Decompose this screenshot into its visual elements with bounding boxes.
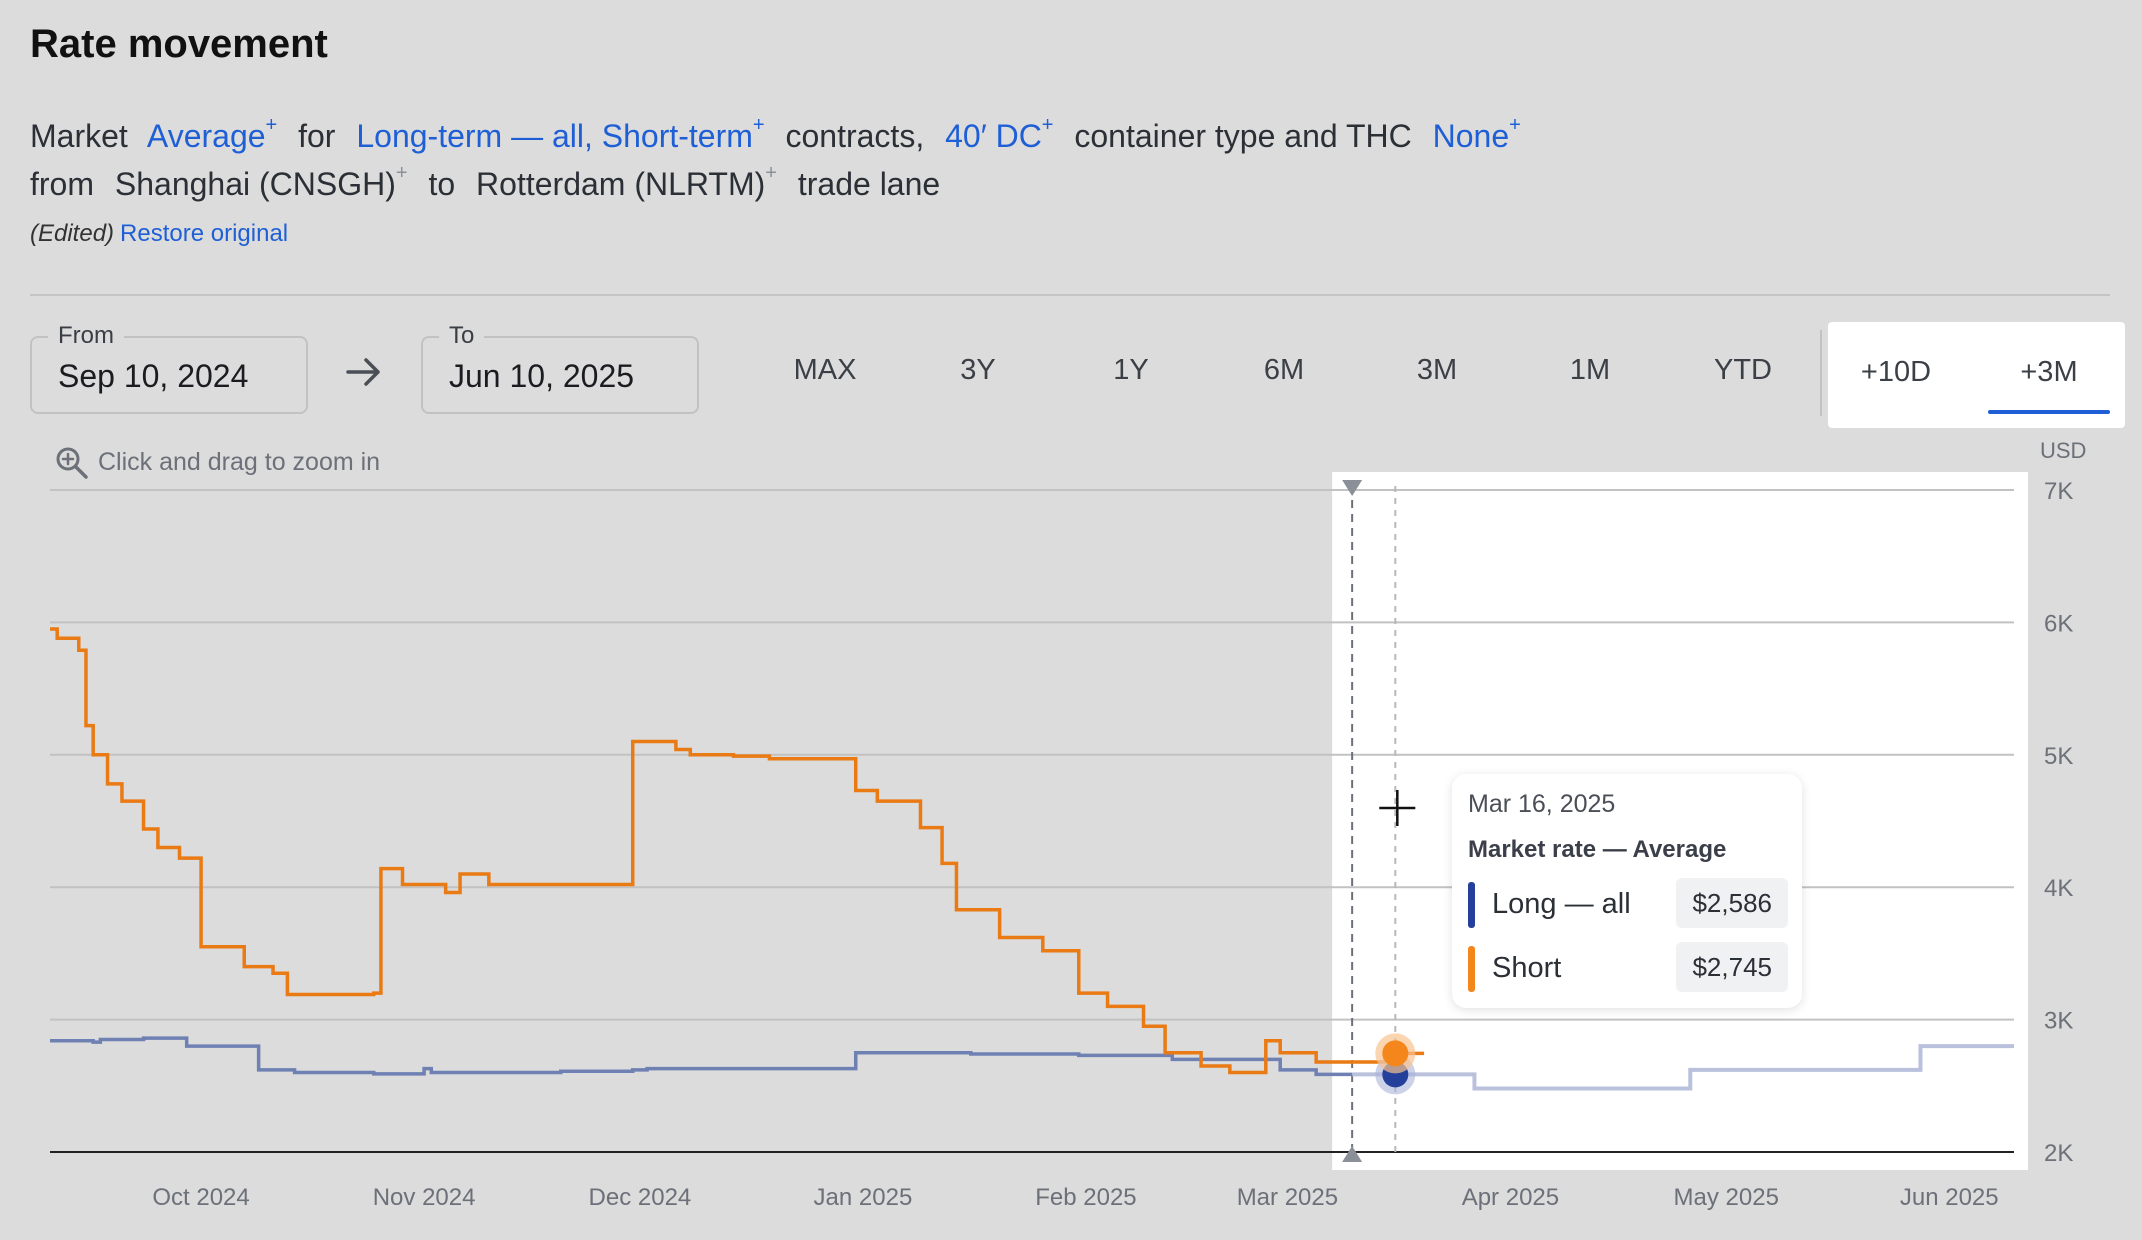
range-button-ytd[interactable]: YTD — [1714, 354, 1772, 386]
y-tick-label: 5K — [2044, 743, 2073, 770]
boundary-top-triangle — [1342, 480, 1363, 496]
arrow-right-icon — [346, 358, 380, 386]
range-button-max[interactable]: MAX — [793, 354, 857, 386]
description-line-2: from Shanghai (CNSGH)+ to Rotterdam (NLR… — [30, 162, 941, 203]
container-word: container type and THC — [1074, 118, 1412, 154]
y-tick-label: 3K — [2044, 1008, 2073, 1035]
destination-selector[interactable]: Rotterdam (NLRTM)+ — [476, 162, 777, 202]
divider — [30, 294, 2110, 296]
tooltip-row-short: Short $2,745 — [1468, 942, 1788, 992]
short-marker — [1382, 1040, 1409, 1067]
thc-selector[interactable]: None+ — [1432, 114, 1521, 154]
x-tick-label: Jan 2025 — [814, 1184, 913, 1211]
description-line-1: Market Average+ for Long-term — all, Sho… — [30, 114, 1521, 155]
from-label: From — [48, 322, 124, 350]
x-tick-label: Oct 2024 — [152, 1184, 249, 1211]
range-button-6m[interactable]: 6M — [1263, 354, 1305, 386]
series-long-projection — [1352, 1044, 2014, 1091]
range-separator — [1820, 330, 1822, 416]
restore-original-link[interactable]: Restore original — [120, 220, 289, 247]
x-tick-label: Mar 2025 — [1237, 1184, 1338, 1211]
boundary-bottom-triangle — [1342, 1146, 1363, 1162]
tooltip-long-value: $2,586 — [1676, 878, 1788, 928]
zoom-in-icon — [56, 447, 88, 479]
for-word: for — [298, 118, 336, 154]
long-swatch — [1468, 882, 1475, 928]
crosshair-cursor — [1379, 790, 1416, 826]
contracts-word: contracts, — [785, 118, 925, 154]
extension-button-3m[interactable]: +3M — [2020, 356, 2078, 388]
tooltip-long-name: Long — all — [1492, 888, 1631, 920]
short-swatch — [1468, 946, 1475, 992]
edit-state: (Edited) Restore original — [30, 220, 288, 248]
hover-tooltip: Mar 16, 2025 Market rate — Average Long … — [1452, 774, 1802, 1008]
tooltip-title: Market rate — Average — [1468, 836, 1727, 863]
lane-word: trade lane — [797, 166, 941, 202]
x-tick-label: May 2025 — [1674, 1184, 1779, 1211]
edited-label: (Edited) — [30, 220, 115, 247]
tooltip-short-name: Short — [1492, 952, 1562, 984]
zoom-hint: Click and drag to zoom in — [98, 448, 381, 476]
x-tick-label: Apr 2025 — [1462, 1184, 1559, 1211]
range-button-1y[interactable]: 1Y — [1113, 354, 1149, 386]
tooltip-short-value: $2,745 — [1676, 942, 1788, 992]
x-tick-label: Jun 2025 — [1900, 1184, 1999, 1211]
y-tick-label: 6K — [2044, 610, 2073, 637]
x-tick-label: Dec 2024 — [589, 1184, 692, 1211]
to-label: To — [439, 322, 485, 350]
range-button-3y[interactable]: 3Y — [960, 354, 996, 386]
y-unit-label: USD — [2040, 438, 2086, 463]
range-button-3m[interactable]: 3M — [1416, 354, 1458, 386]
tooltip-row-long: Long — all $2,586 — [1468, 878, 1788, 928]
extension-button-10d[interactable]: +10D — [1860, 356, 1932, 388]
series-long — [50, 1036, 1353, 1077]
container-selector[interactable]: 40′ DC+ — [945, 114, 1054, 154]
from-date-value: Sep 10, 2024 — [58, 358, 249, 394]
contracts-selector[interactable]: Long-term — all, Short-term+ — [356, 114, 765, 154]
y-tick-label: 2K — [2044, 1140, 2073, 1167]
from-word: from — [30, 166, 94, 202]
series-short — [50, 627, 1425, 1075]
y-tick-label: 7K — [2044, 478, 2073, 505]
x-tick-label: Nov 2024 — [373, 1184, 476, 1211]
to-date-field[interactable]: To Jun 10, 2025 — [421, 322, 699, 414]
from-date-field[interactable]: From Sep 10, 2024 — [30, 322, 308, 414]
tooltip-date: Mar 16, 2025 — [1468, 790, 1616, 818]
to-date-value: Jun 10, 2025 — [449, 358, 635, 394]
to-word: to — [428, 166, 456, 202]
origin-selector[interactable]: Shanghai (CNSGH)+ — [114, 162, 408, 202]
measure-selector[interactable]: Average+ — [146, 114, 278, 154]
active-extension-indicator — [1988, 410, 2110, 414]
range-button-1m[interactable]: 1M — [1569, 354, 1611, 386]
page-title: Rate movement — [30, 22, 328, 66]
market-word: Market — [30, 118, 128, 154]
y-tick-label: 4K — [2044, 875, 2073, 902]
x-tick-label: Feb 2025 — [1035, 1184, 1136, 1211]
